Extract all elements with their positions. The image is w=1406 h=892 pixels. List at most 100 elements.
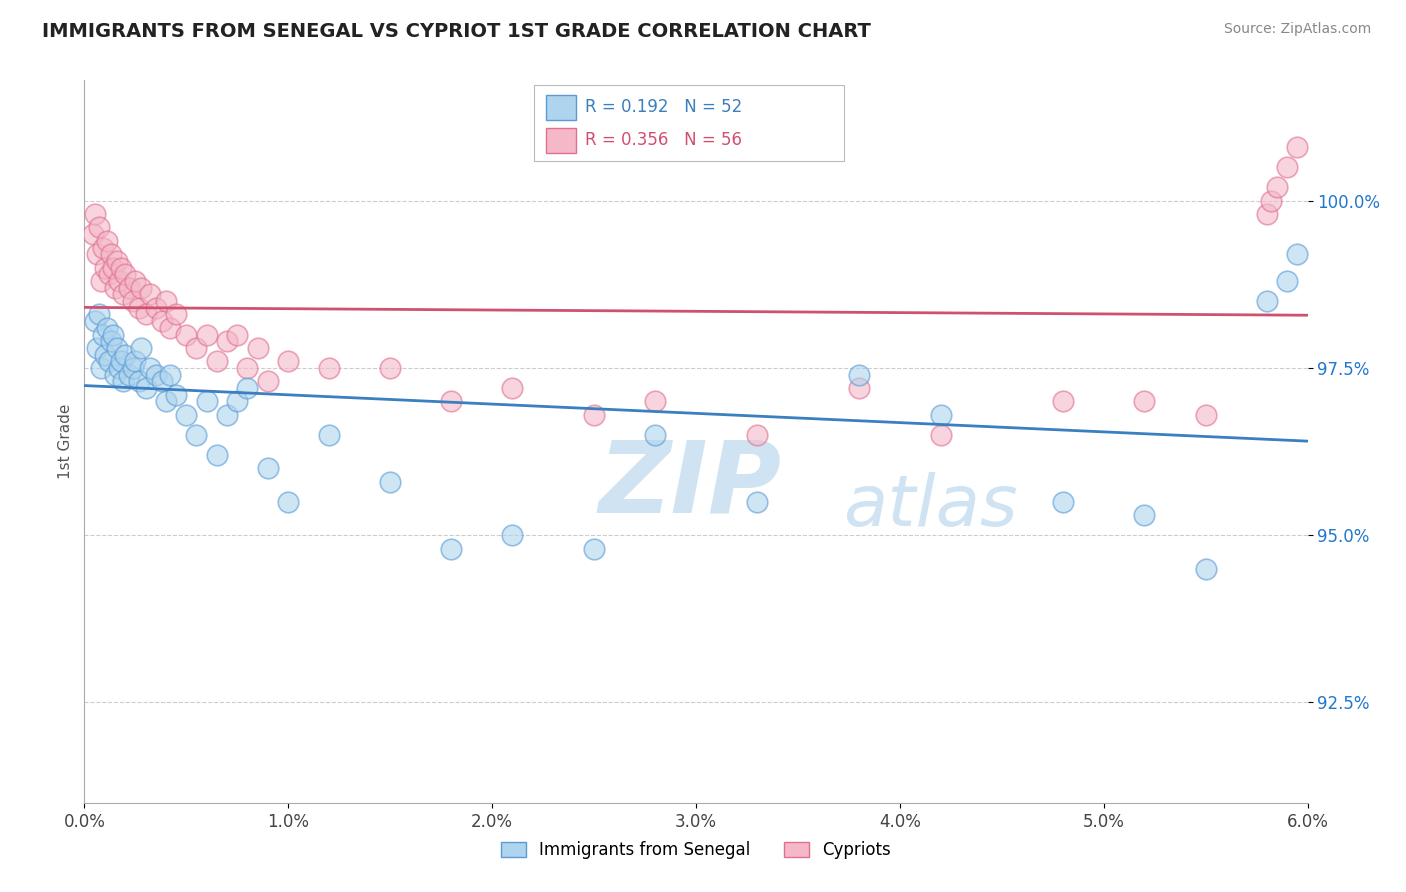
Point	[110, 354, 132, 368]
Point	[114, 267, 136, 281]
Point	[83, 207, 105, 221]
Point	[128, 301, 150, 315]
Point	[1265, 180, 1288, 194]
Point	[128, 374, 150, 388]
Point	[848, 368, 870, 382]
Point	[583, 541, 606, 556]
Point	[82, 227, 104, 241]
Point	[165, 387, 187, 401]
Point	[124, 354, 146, 368]
Point	[101, 327, 124, 342]
Point	[929, 408, 952, 422]
Point	[108, 360, 131, 375]
Point	[1286, 247, 1309, 261]
Point	[1277, 274, 1299, 288]
Point	[195, 394, 218, 409]
Point	[114, 347, 136, 361]
Point	[205, 354, 228, 368]
Point	[91, 240, 114, 254]
Point	[1286, 140, 1309, 154]
Point	[159, 321, 181, 335]
Point	[83, 314, 105, 328]
Point	[138, 360, 160, 375]
Point	[104, 280, 127, 294]
Point	[848, 381, 870, 395]
Point	[440, 394, 463, 409]
Text: Source: ZipAtlas.com: Source: ZipAtlas.com	[1223, 22, 1371, 37]
Point	[135, 308, 157, 322]
Point	[135, 381, 157, 395]
Point	[257, 374, 280, 388]
Point	[86, 341, 108, 355]
Point	[186, 427, 208, 442]
Point	[644, 427, 666, 442]
Text: ZIP: ZIP	[598, 436, 782, 533]
Point	[97, 354, 120, 368]
Point	[217, 334, 239, 348]
Point	[644, 394, 666, 409]
Point	[150, 314, 173, 328]
Point	[1133, 394, 1156, 409]
Point	[155, 394, 177, 409]
Point	[1052, 494, 1074, 508]
Point	[205, 448, 228, 462]
Point	[236, 360, 259, 375]
Point	[104, 368, 127, 382]
Point	[122, 293, 145, 308]
Point	[318, 360, 340, 375]
Point	[1277, 161, 1299, 175]
Text: atlas: atlas	[842, 472, 1018, 541]
Point	[118, 368, 141, 382]
Text: R = 0.192   N = 52: R = 0.192 N = 52	[585, 98, 742, 116]
Point	[1195, 408, 1218, 422]
Point	[174, 327, 197, 342]
Point	[1256, 293, 1278, 308]
Point	[93, 347, 115, 361]
Point	[122, 360, 145, 375]
Point	[105, 341, 128, 355]
Point	[100, 247, 122, 261]
Point	[502, 528, 524, 542]
Point	[87, 308, 110, 322]
Point	[155, 293, 177, 308]
Legend: Immigrants from Senegal, Cypriots: Immigrants from Senegal, Cypriots	[501, 841, 891, 860]
Point	[131, 280, 153, 294]
Point	[150, 374, 173, 388]
Y-axis label: 1st Grade: 1st Grade	[58, 404, 73, 479]
Point	[440, 541, 463, 556]
Point	[174, 408, 197, 422]
Point	[747, 427, 769, 442]
Point	[186, 341, 208, 355]
Point	[747, 494, 769, 508]
Point	[105, 253, 128, 268]
Point	[1195, 561, 1218, 575]
Point	[110, 260, 132, 275]
Point	[226, 327, 249, 342]
Point	[108, 274, 131, 288]
Point	[246, 341, 269, 355]
Point	[929, 427, 952, 442]
Point	[97, 267, 120, 281]
Point	[257, 461, 280, 475]
Point	[118, 280, 141, 294]
Point	[226, 394, 249, 409]
Point	[124, 274, 146, 288]
Text: R = 0.356   N = 56: R = 0.356 N = 56	[585, 131, 742, 149]
Point	[131, 341, 153, 355]
Point	[1260, 194, 1282, 208]
Point	[96, 321, 118, 335]
Point	[112, 374, 135, 388]
Point	[90, 360, 112, 375]
Point	[101, 260, 124, 275]
Point	[90, 274, 112, 288]
Point	[91, 327, 114, 342]
Point	[380, 360, 402, 375]
Point	[236, 381, 259, 395]
Point	[93, 260, 115, 275]
Point	[112, 287, 135, 301]
Point	[87, 220, 110, 235]
Point	[1256, 207, 1278, 221]
Point	[277, 494, 299, 508]
Point	[502, 381, 524, 395]
Point	[159, 368, 181, 382]
